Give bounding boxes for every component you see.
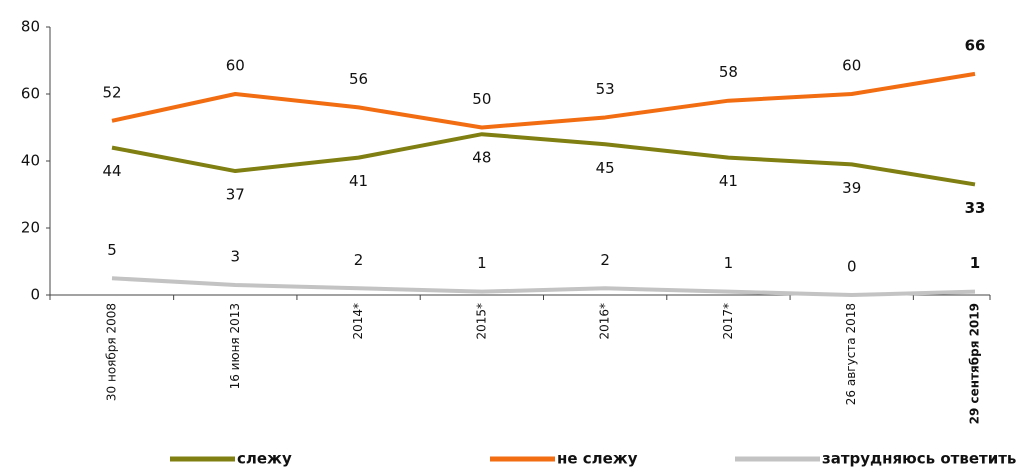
data-label: 2 bbox=[600, 251, 610, 269]
data-label: 2 bbox=[354, 251, 364, 269]
legend-label: слежу bbox=[237, 450, 292, 468]
data-label: 50 bbox=[472, 90, 491, 108]
data-label: 0 bbox=[847, 258, 857, 276]
data-label: 66 bbox=[965, 36, 986, 54]
data-label: 1 bbox=[970, 254, 980, 272]
series-line bbox=[111, 132, 976, 187]
y-tick-label: 0 bbox=[30, 286, 40, 304]
data-label: 1 bbox=[724, 254, 734, 272]
data-label: 60 bbox=[226, 57, 245, 75]
y-tick-label: 40 bbox=[21, 152, 40, 170]
data-label: 60 bbox=[842, 57, 861, 75]
data-label: 1 bbox=[477, 254, 487, 272]
x-tick-label: 29 сентября 2019 bbox=[968, 303, 982, 424]
data-label: 53 bbox=[596, 80, 615, 98]
data-label: 41 bbox=[349, 172, 368, 190]
data-label: 5 bbox=[107, 241, 117, 259]
data-label: 56 bbox=[349, 70, 368, 88]
data-label: 44 bbox=[102, 162, 121, 180]
legend-label: не слежу bbox=[557, 450, 638, 468]
y-tick-label: 60 bbox=[21, 85, 40, 103]
data-label: 3 bbox=[231, 247, 241, 265]
x-tick-label: 2015* bbox=[474, 303, 488, 340]
x-tick-label: 2016* bbox=[598, 303, 612, 340]
data-label: 41 bbox=[719, 172, 738, 190]
series-line bbox=[111, 276, 976, 297]
x-tick-label: 2017* bbox=[721, 303, 735, 340]
y-tick-label: 20 bbox=[21, 219, 40, 237]
x-tick-label: 30 ноября 2008 bbox=[105, 303, 119, 401]
x-tick-label: 26 августа 2018 bbox=[844, 303, 858, 405]
data-label: 39 bbox=[842, 179, 861, 197]
data-label: 45 bbox=[596, 159, 615, 177]
data-label: 48 bbox=[472, 149, 491, 167]
data-label: 52 bbox=[102, 83, 121, 101]
y-tick-label: 80 bbox=[21, 18, 40, 36]
data-label: 33 bbox=[965, 199, 986, 217]
data-label: 58 bbox=[719, 63, 738, 81]
series-line bbox=[111, 71, 976, 130]
x-tick-label: 2014* bbox=[351, 303, 365, 340]
x-tick-label: 16 июня 2013 bbox=[228, 303, 242, 389]
data-label: 37 bbox=[226, 186, 245, 204]
legend-label: затрудняюсь ответить bbox=[822, 450, 1016, 468]
